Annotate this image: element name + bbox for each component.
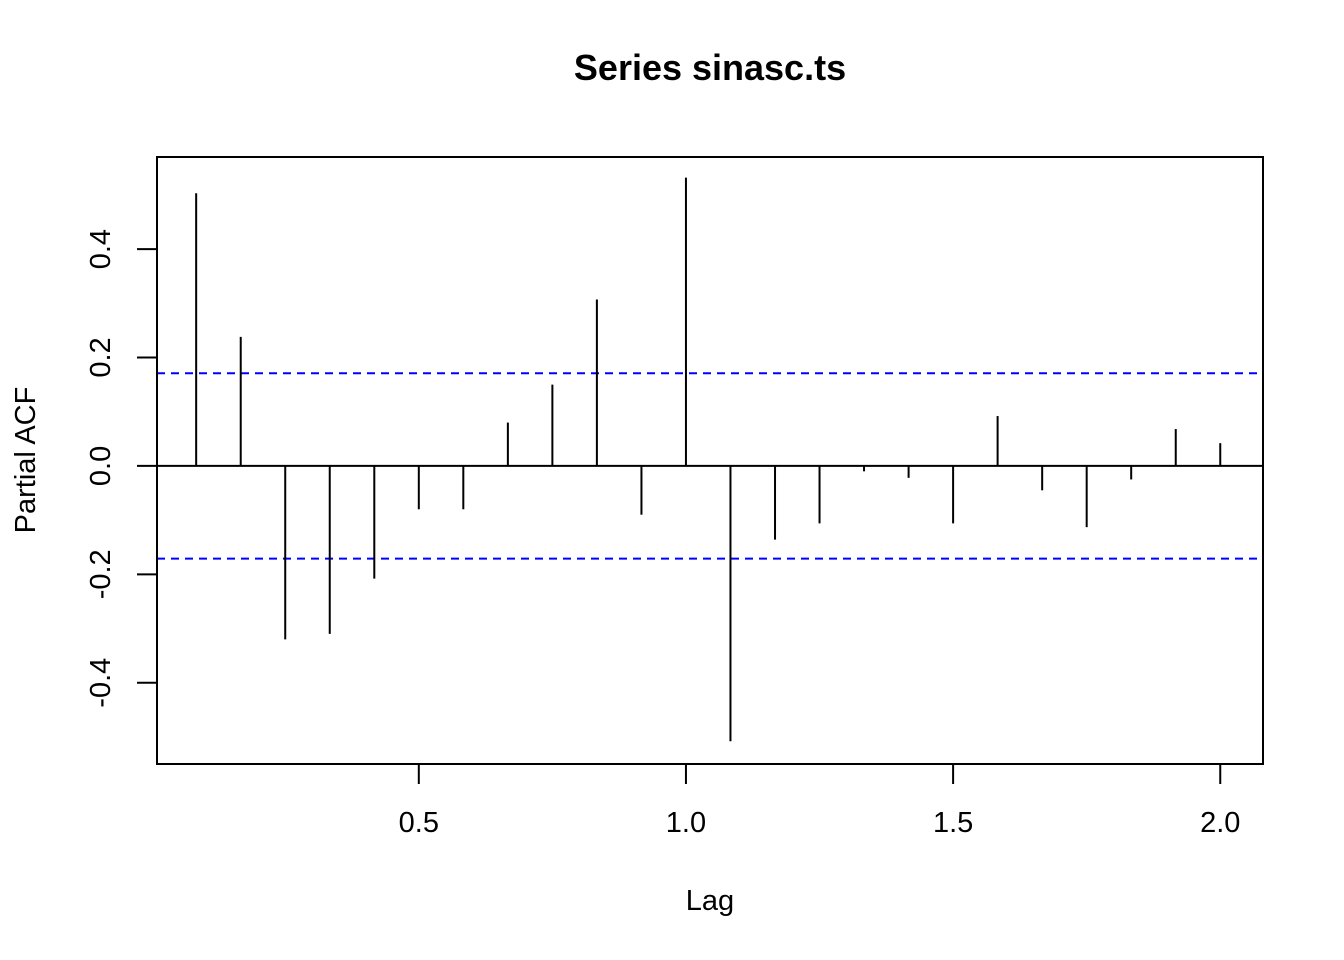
x-tick-label: 0.5: [399, 807, 439, 839]
x-tick-label: 1.5: [933, 807, 973, 839]
y-tick-label: -0.2: [85, 549, 117, 599]
plot-frame: [156, 156, 1264, 765]
y-tick-label: 0.4: [85, 229, 117, 269]
x-tick-label: 1.0: [666, 807, 706, 839]
y-axis: -0.4 -0.2 0.0 0.2 0.4: [85, 229, 157, 708]
x-tick-label: 2.0: [1200, 807, 1240, 839]
x-axis: 0.5 1.0 1.5 2.0: [399, 764, 1240, 839]
chart-title: Series sinasc.ts: [574, 47, 846, 88]
y-tick-label: 0.2: [85, 337, 117, 377]
y-axis-label: Partial ACF: [10, 387, 42, 534]
x-axis-label: Lag: [686, 885, 734, 917]
y-tick-label: 0.0: [85, 446, 117, 486]
y-tick-label: -0.4: [85, 658, 117, 708]
plot-area: [157, 177, 1263, 742]
